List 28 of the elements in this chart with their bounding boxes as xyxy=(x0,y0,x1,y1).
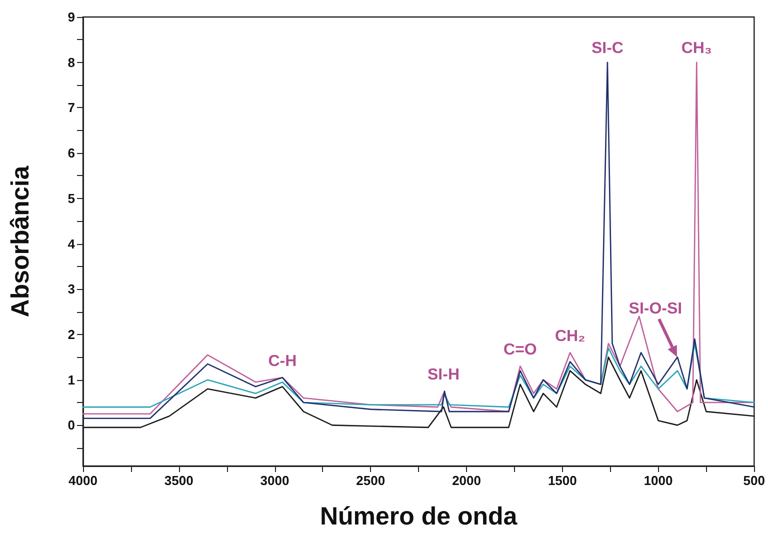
x-tick-label: 4000 xyxy=(68,473,98,488)
y-tick-label: 5 xyxy=(68,190,75,206)
x-axis-title: Número de onda xyxy=(320,502,518,530)
annotation: CH₂ xyxy=(554,328,586,345)
y-tick-label: 2 xyxy=(68,326,75,342)
y-tick-label: 0 xyxy=(68,418,75,433)
x-tick-label: 2500 xyxy=(356,473,386,488)
y-tick-label: 6 xyxy=(68,146,75,161)
y-tick-label: 8 xyxy=(68,54,75,70)
y-tick-label: 1 xyxy=(68,372,75,388)
x-tick-label: 1500 xyxy=(548,473,577,488)
y-tick-label: 3 xyxy=(68,282,75,297)
y-tick-label: 9 xyxy=(68,10,75,24)
y-axis-title: Absorbância xyxy=(6,164,34,318)
annotation: SI-C xyxy=(591,40,624,57)
annotation: CH₃ xyxy=(681,40,712,57)
annotation: SI-O-SI xyxy=(628,300,682,318)
x-tick-label: 2000 xyxy=(452,473,481,488)
x-tick-label: 1000 xyxy=(644,473,673,488)
annotation: C=O xyxy=(504,341,537,358)
y-tick-label: 7 xyxy=(68,100,75,116)
x-tick-label: 500 xyxy=(743,473,766,488)
annotation: SI-H xyxy=(428,366,460,384)
annotation: C-H xyxy=(268,352,297,370)
line-series xyxy=(82,342,755,408)
x-tick-label: 3500 xyxy=(164,473,194,488)
x-tick-label: 3000 xyxy=(260,473,290,488)
y-tick-label: 4 xyxy=(68,236,76,252)
